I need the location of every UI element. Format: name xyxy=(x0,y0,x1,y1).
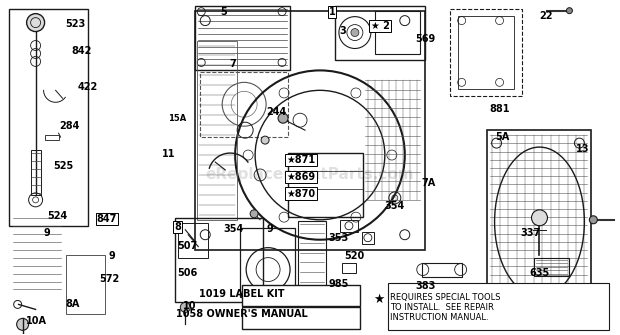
Bar xyxy=(242,284,360,307)
Text: 1019 LABEL KIT: 1019 LABEL KIT xyxy=(199,289,285,299)
Text: 572: 572 xyxy=(100,274,120,284)
Circle shape xyxy=(180,303,190,313)
Text: 520: 520 xyxy=(344,251,365,261)
Text: 985: 985 xyxy=(329,279,349,289)
Text: 244: 244 xyxy=(267,108,287,118)
Text: 354: 354 xyxy=(223,224,244,234)
Text: 847: 847 xyxy=(97,213,117,223)
Bar xyxy=(375,11,420,55)
Text: 9: 9 xyxy=(109,251,116,261)
Text: 8: 8 xyxy=(174,222,181,232)
Text: 10: 10 xyxy=(183,301,197,311)
Bar xyxy=(197,41,237,220)
Bar xyxy=(200,72,288,137)
Text: eReplacementParts.com: eReplacementParts.com xyxy=(206,167,414,182)
Circle shape xyxy=(590,216,597,224)
Text: ★870: ★870 xyxy=(286,189,316,199)
Bar xyxy=(362,232,374,244)
Bar xyxy=(179,223,208,258)
Circle shape xyxy=(27,14,45,31)
Text: REQUIRES SPECIAL TOOLS
TO INSTALL.  SEE REPAIR
INSTRUCTION MANUAL.: REQUIRES SPECIAL TOOLS TO INSTALL. SEE R… xyxy=(391,292,501,322)
Bar xyxy=(335,6,425,60)
Text: 881: 881 xyxy=(489,104,510,114)
Text: 7: 7 xyxy=(229,59,236,69)
Bar xyxy=(9,9,89,226)
Text: 635: 635 xyxy=(529,268,550,278)
Bar xyxy=(458,16,513,89)
Bar xyxy=(66,255,105,314)
Bar xyxy=(422,263,462,277)
Text: 1058 OWNER'S MANUAL: 1058 OWNER'S MANUAL xyxy=(176,309,308,319)
Text: 9: 9 xyxy=(267,223,273,233)
Bar xyxy=(534,258,569,276)
Bar xyxy=(242,308,360,329)
Circle shape xyxy=(567,8,572,14)
Text: 525: 525 xyxy=(53,161,74,171)
Bar xyxy=(30,150,40,195)
Bar xyxy=(195,11,425,250)
Text: 9: 9 xyxy=(44,227,51,238)
Circle shape xyxy=(250,210,258,218)
Text: ★871: ★871 xyxy=(286,155,316,165)
Text: 842: 842 xyxy=(72,46,92,56)
Text: 3: 3 xyxy=(340,26,347,36)
Text: 337: 337 xyxy=(520,227,541,238)
Bar xyxy=(298,221,326,295)
Text: 569: 569 xyxy=(415,34,435,44)
Bar xyxy=(240,228,295,297)
Text: 7A: 7A xyxy=(422,178,436,188)
Bar xyxy=(388,282,609,330)
Text: 284: 284 xyxy=(60,121,80,131)
Text: 422: 422 xyxy=(78,82,99,92)
Bar xyxy=(288,153,363,217)
Circle shape xyxy=(17,318,29,330)
Text: 10A: 10A xyxy=(25,316,46,326)
Text: ★: ★ xyxy=(373,292,384,306)
Bar xyxy=(195,6,290,70)
Text: 507: 507 xyxy=(177,241,197,251)
Circle shape xyxy=(278,113,288,123)
Text: 353: 353 xyxy=(329,232,349,243)
Text: 1: 1 xyxy=(329,7,335,17)
Text: 13: 13 xyxy=(576,144,590,154)
Bar xyxy=(45,135,58,140)
Text: ★869: ★869 xyxy=(286,172,316,182)
Circle shape xyxy=(351,28,359,37)
Text: 383: 383 xyxy=(415,281,435,291)
Text: 5: 5 xyxy=(220,7,227,17)
Text: 354: 354 xyxy=(384,201,404,211)
Text: 524: 524 xyxy=(47,211,68,221)
Bar xyxy=(175,218,263,303)
Circle shape xyxy=(261,136,269,144)
Text: ★ 2: ★ 2 xyxy=(371,21,389,31)
Text: 11: 11 xyxy=(162,149,175,159)
Bar xyxy=(450,9,521,96)
Circle shape xyxy=(531,210,547,226)
Text: 506: 506 xyxy=(177,268,197,278)
Bar xyxy=(342,263,356,273)
Bar xyxy=(487,130,591,314)
Text: 15A: 15A xyxy=(168,114,186,123)
Text: 8A: 8A xyxy=(66,299,80,309)
Text: 523: 523 xyxy=(66,19,86,29)
Text: 5A: 5A xyxy=(495,132,510,142)
Text: 22: 22 xyxy=(539,11,552,21)
Bar xyxy=(340,220,358,232)
